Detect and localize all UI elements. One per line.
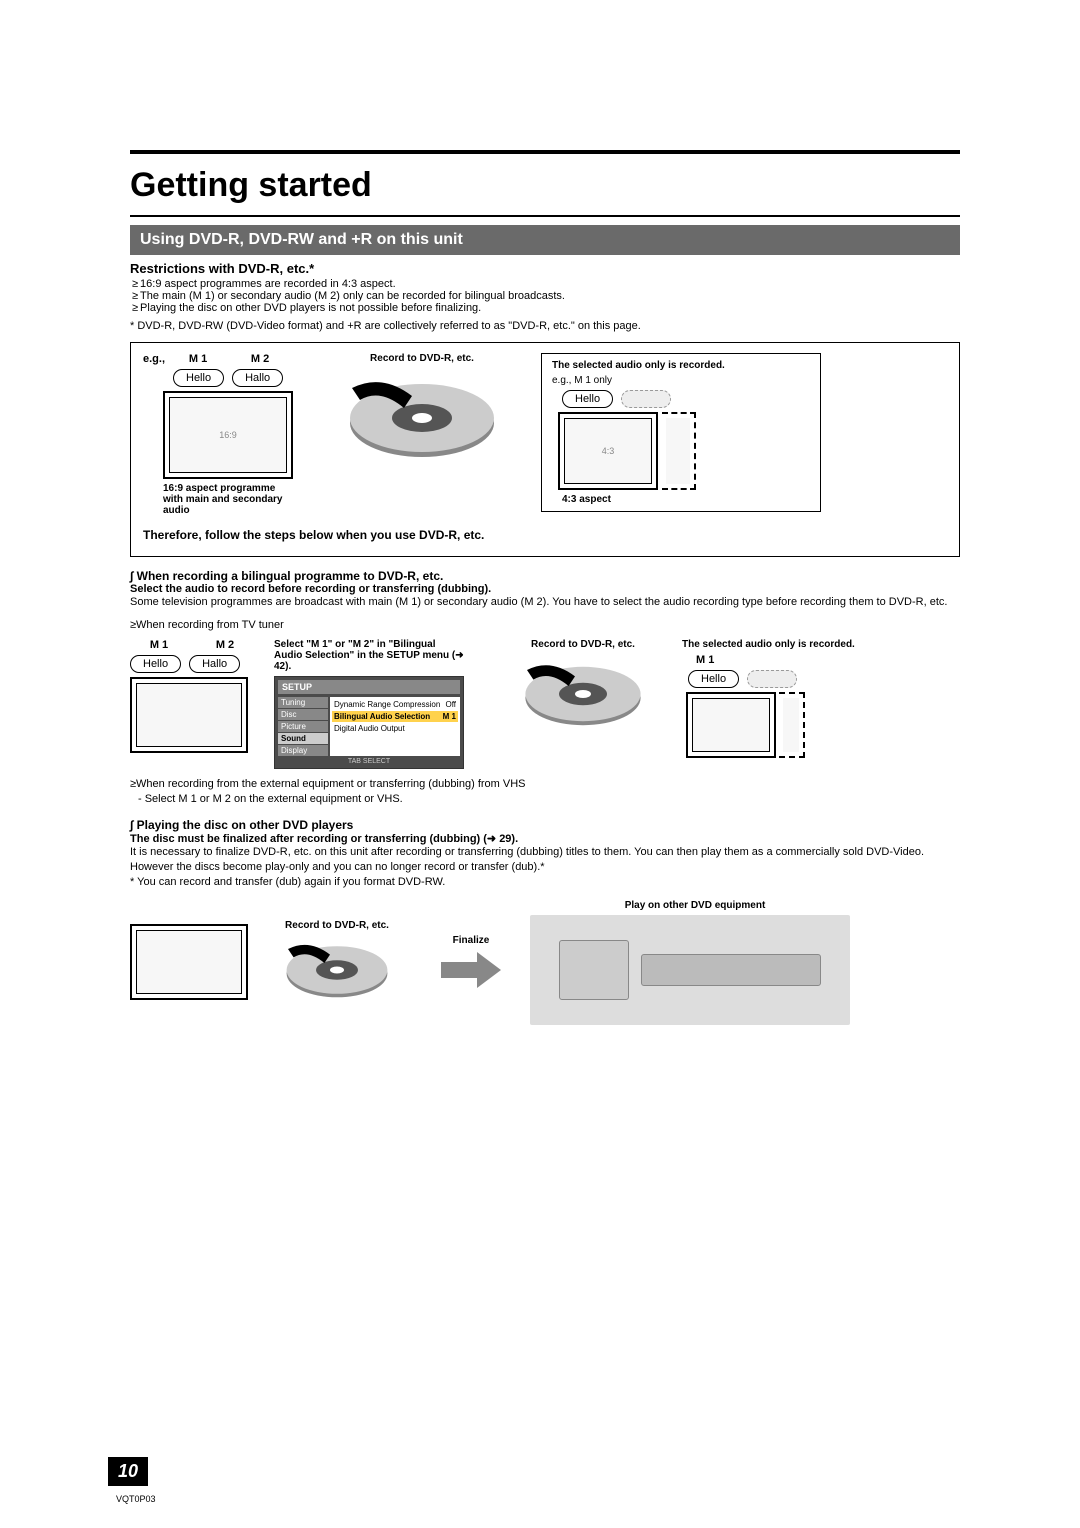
diagram-restrictions: e.g., M 1 M 2 Hello Hallo 16:9 16:9 aspe… — [130, 342, 960, 557]
playing-para1: It is necessary to finalize DVD-R, etc. … — [130, 845, 960, 875]
hello-bubble-2: Hello — [130, 655, 181, 673]
top-rule — [130, 150, 960, 154]
bilingual-heading: When recording a bilingual programme to … — [130, 569, 960, 583]
restriction-item: The main (M 1) or secondary audio (M 2) … — [132, 290, 960, 302]
hallo-bubble: Hallo — [232, 369, 283, 387]
thin-rule — [130, 215, 960, 217]
equipment-label: Play on other DVD equipment — [530, 900, 860, 911]
tuner-note: ≥When recording from TV tuner — [130, 618, 960, 633]
eg-m1-label: e.g., M 1 only — [552, 375, 810, 386]
footer-code: VQT0P03 — [116, 1494, 156, 1504]
hello-bubble: Hello — [173, 369, 224, 387]
closing-line: Therefore, follow the steps below when y… — [143, 528, 947, 542]
select-note: Select "M 1" or "M 2" in "Bilingual Audi… — [274, 639, 464, 672]
m2-label: M 2 — [231, 353, 289, 365]
restrictions-heading: Restrictions with DVD-R, etc.* — [130, 255, 960, 278]
tv-source-icon: 16:9 — [163, 391, 293, 479]
tv-crop-dashed-2 — [779, 692, 805, 758]
portable-player-icon — [559, 940, 629, 1000]
tuner-note-text: When recording from TV tuner — [136, 619, 284, 631]
m1-label: M 1 — [169, 353, 227, 365]
ext-sub: - Select M 1 or M 2 on the external equi… — [138, 792, 960, 807]
equipment-box — [530, 915, 850, 1025]
bilingual-bold: Select the audio to record before record… — [130, 583, 960, 595]
page-heading: Getting started — [130, 166, 960, 205]
restriction-item: Playing the disc on other DVD players is… — [132, 302, 960, 314]
selected-audio-label: The selected audio only is recorded. — [552, 360, 810, 371]
setup-tab-tuning: Tuning — [278, 697, 328, 708]
finalize-label: Finalize — [453, 935, 490, 946]
disc-icon-3 — [277, 935, 397, 1005]
tv-crop-dashed — [662, 412, 696, 490]
record-label-2: Record to DVD-R, etc. — [531, 639, 635, 650]
setup-tab-display: Display — [278, 745, 328, 756]
disc-icon — [342, 368, 502, 468]
disc-icon-2 — [513, 654, 653, 734]
playing-para2: * You can record and transfer (dub) agai… — [130, 875, 960, 890]
record-label-3: Record to DVD-R, etc. — [285, 920, 389, 931]
m1-label-2: M 1 — [130, 639, 188, 651]
hello-bubble-right: Hello — [562, 390, 613, 408]
setup-row-highlight: Bilingual Audio SelectionM 1 — [332, 711, 458, 722]
section-bar: Using DVD-R, DVD-RW and +R on this unit — [130, 225, 960, 255]
ext-note-text: When recording from the external equipme… — [136, 778, 525, 790]
setup-tab-disc: Disc — [278, 709, 328, 720]
tv-result-2-icon — [686, 692, 776, 758]
selected-audio-label-2: The selected audio only is recorded. — [682, 639, 862, 650]
setup-tab-sound: Sound — [278, 733, 328, 744]
page-number: 10 — [108, 1457, 148, 1486]
eg-label: e.g., — [143, 353, 165, 365]
playing-heading: Playing the disc on other DVD players — [130, 818, 960, 832]
ext-note: ≥When recording from the external equipm… — [130, 777, 960, 792]
arrow-icon — [441, 950, 501, 990]
dvd-player-icon — [641, 954, 821, 986]
empty-bubble-2 — [747, 670, 797, 688]
tv-result-icon: 4:3 — [558, 412, 658, 490]
bilingual-para: Some television programmes are broadcast… — [130, 595, 960, 610]
restrictions-note: * DVD-R, DVD-RW (DVD-Video format) and +… — [130, 314, 960, 336]
empty-bubble — [621, 390, 671, 408]
setup-title: SETUP — [278, 680, 460, 694]
setup-tab-picture: Picture — [278, 721, 328, 732]
setup-footer: TAB SELECT — [278, 758, 460, 765]
m2-label-2: M 2 — [196, 639, 254, 651]
tv-source-3-icon — [130, 924, 248, 1000]
record-label: Record to DVD-R, etc. — [370, 353, 474, 364]
setup-row: Digital Audio Output — [332, 723, 458, 734]
restriction-item: 16:9 aspect programmes are recorded in 4… — [132, 278, 960, 290]
aspect-note: 16:9 aspect programme with main and seco… — [163, 483, 293, 516]
restrictions-list: 16:9 aspect programmes are recorded in 4… — [130, 278, 960, 314]
m1-label-3: M 1 — [696, 654, 754, 666]
hallo-bubble-2: Hallo — [189, 655, 240, 673]
tv-source-2-icon — [130, 677, 248, 753]
setup-row: Dynamic Range CompressionOff — [332, 699, 458, 710]
setup-menu: SETUP Tuning Disc Picture Sound Display … — [274, 676, 464, 769]
aspect43-label: 4:3 aspect — [562, 494, 810, 505]
playing-bold: The disc must be finalized after recordi… — [130, 832, 960, 845]
hello-bubble-3: Hello — [688, 670, 739, 688]
